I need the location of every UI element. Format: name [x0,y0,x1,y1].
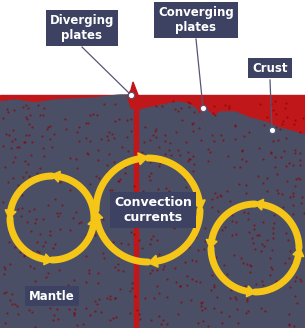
Polygon shape [206,239,217,248]
Polygon shape [52,171,60,182]
Polygon shape [91,210,103,220]
Text: Mantle: Mantle [29,290,75,302]
Polygon shape [128,82,138,108]
Polygon shape [140,102,305,328]
Polygon shape [138,153,148,165]
Text: Convection
currents: Convection currents [114,196,192,224]
Polygon shape [246,286,255,297]
Text: Crust: Crust [252,62,288,74]
Polygon shape [0,95,133,328]
Polygon shape [0,95,305,328]
Polygon shape [44,254,52,265]
Polygon shape [193,200,205,210]
Polygon shape [195,108,215,140]
Polygon shape [5,210,16,218]
Text: Diverging
plates: Diverging plates [50,14,114,42]
Polygon shape [148,255,158,267]
Text: Converging
plates: Converging plates [158,6,234,34]
Polygon shape [255,199,264,210]
Polygon shape [88,217,99,226]
Polygon shape [293,248,304,256]
